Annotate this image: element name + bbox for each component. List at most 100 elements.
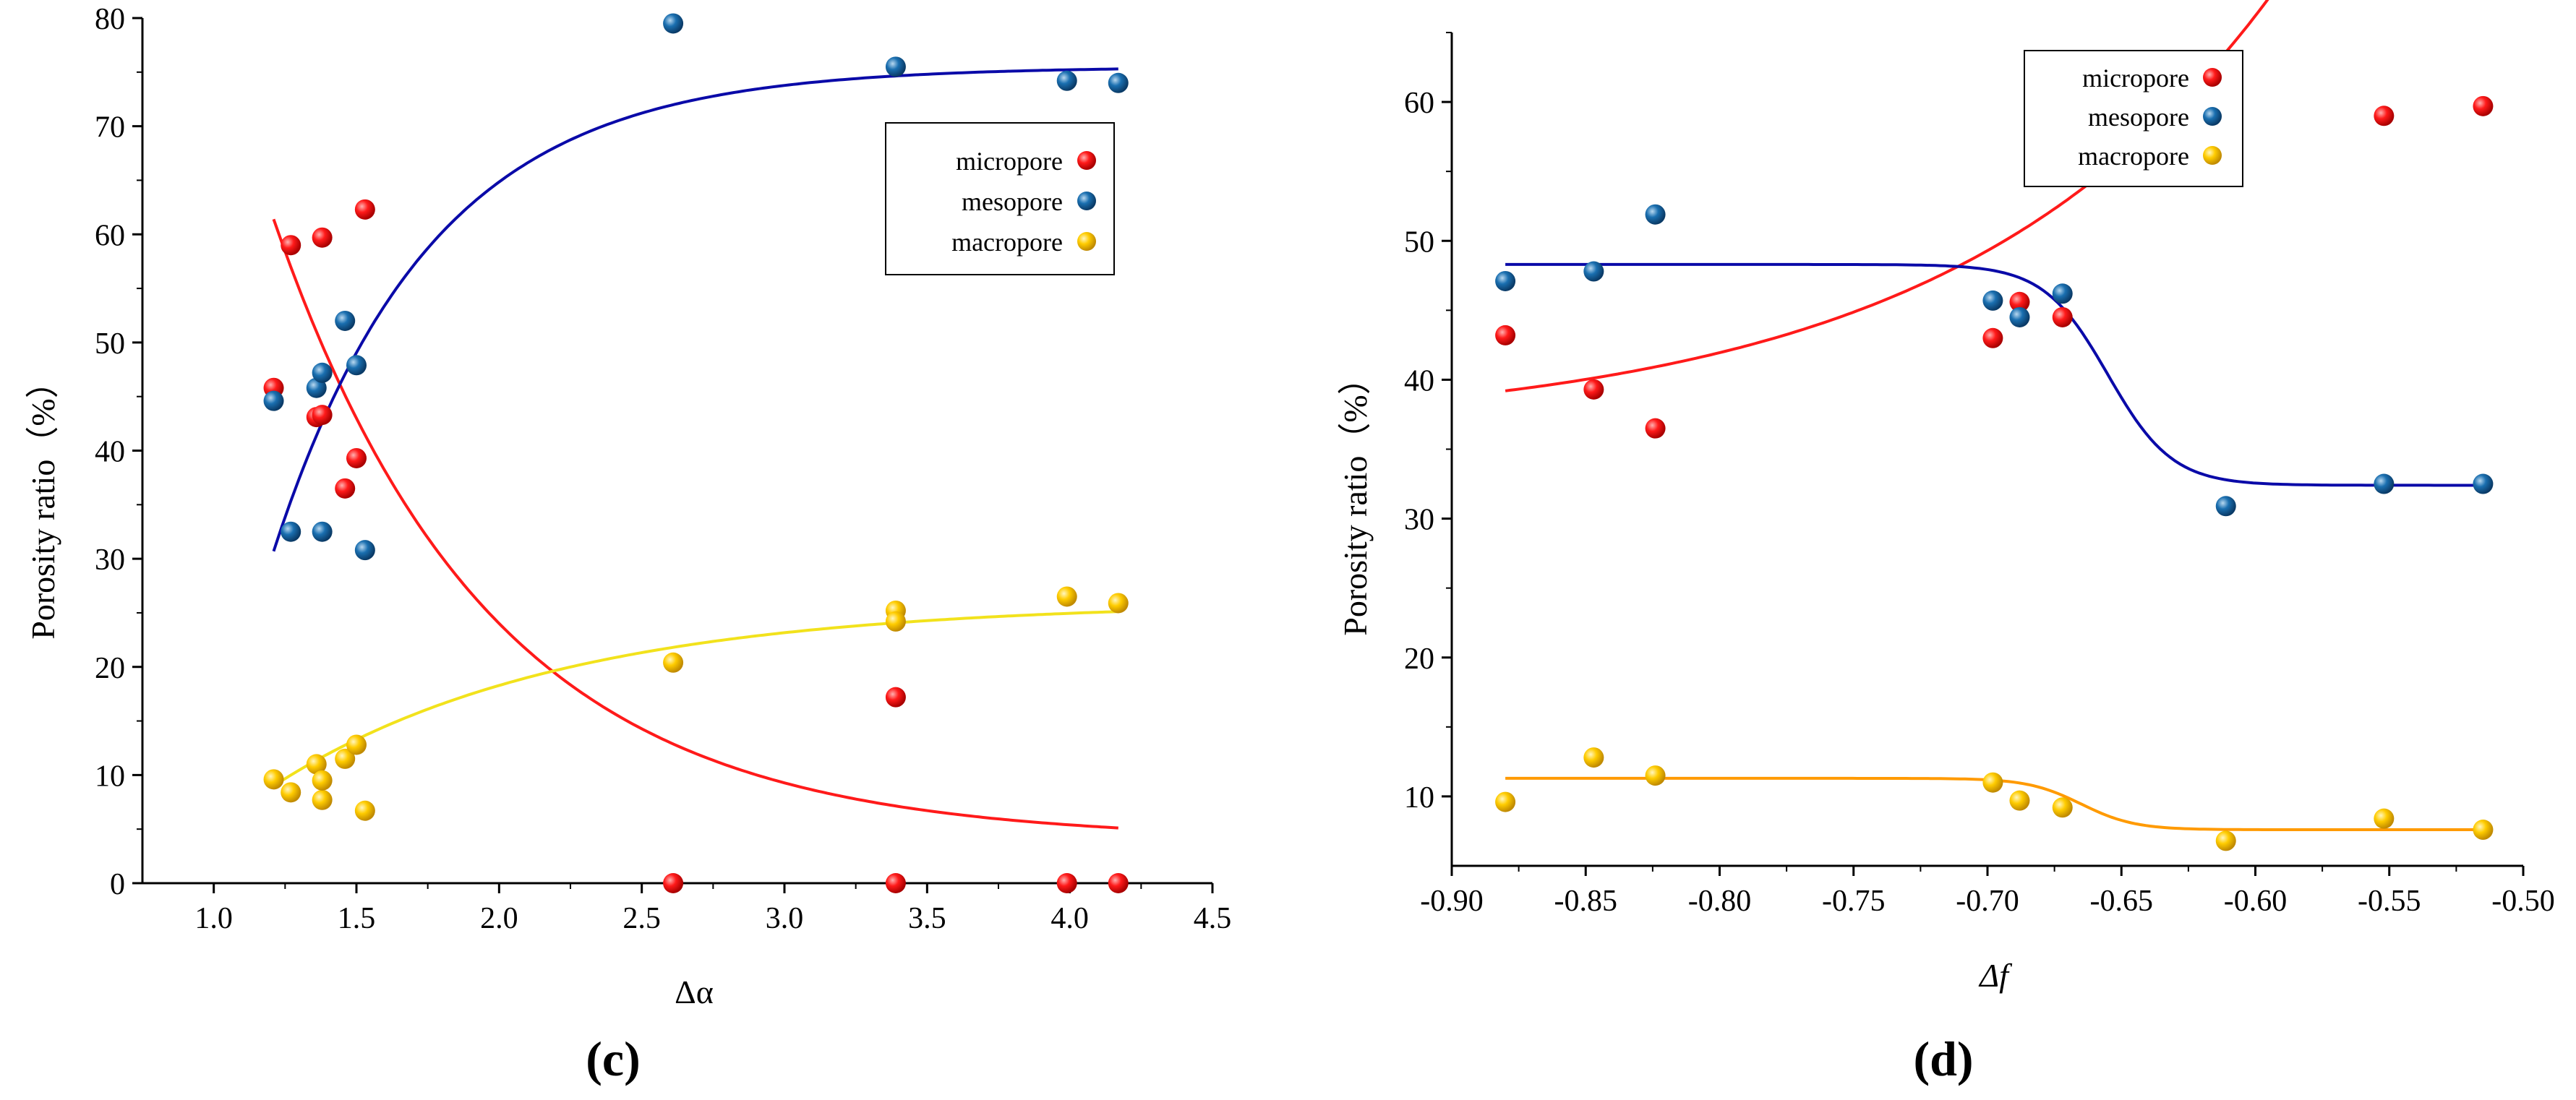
data-point-mesopore <box>1108 72 1129 93</box>
data-point-micropore <box>663 873 684 893</box>
y-tick-label: 60 <box>1404 87 1434 120</box>
data-point-mesopore <box>1645 204 1666 225</box>
legend-label-macropore: macropore <box>2078 142 2189 171</box>
data-point-macropore <box>354 800 375 821</box>
y-tick-label: 20 <box>95 652 125 685</box>
data-point-mesopore <box>1982 290 2003 311</box>
data-point-mesopore <box>1583 261 1604 282</box>
data-point-mesopore <box>663 13 684 34</box>
data-point-mesopore <box>263 390 284 411</box>
x-tick-label: 4.5 <box>1194 902 1232 935</box>
y-tick-label: 10 <box>1404 781 1434 815</box>
data-point-micropore <box>2052 306 2073 327</box>
data-point-mesopore <box>346 355 367 376</box>
data-point-macropore <box>1056 586 1077 607</box>
y-axis-label-d: Porosity ratio（%） <box>1337 361 1374 635</box>
x-tick-label: 2.0 <box>480 902 518 935</box>
data-point-macropore <box>346 734 367 755</box>
data-point-micropore <box>1495 325 1516 345</box>
x-tick-label: -0.80 <box>1688 885 1752 918</box>
legend-c: micropore mesopore macropore <box>885 122 1115 275</box>
data-point-mesopore <box>1056 70 1077 91</box>
y-tick-label: 60 <box>95 219 125 252</box>
data-point-micropore <box>1056 873 1077 893</box>
x-tick-label: 1.5 <box>338 902 376 935</box>
data-point-macropore <box>2009 790 2030 811</box>
data-point-macropore <box>1108 593 1129 614</box>
x-axis-label-d: Δf <box>1978 957 2013 994</box>
chart-panel-c: 1.0 1.5 2.0 2.5 3.0 3.5 4.0 4.5 0 10 20 30 40 50 60 70 8… <box>25 3 1231 1086</box>
x-tick-label: -0.55 <box>2358 885 2421 918</box>
data-point-mesopore <box>2009 306 2030 327</box>
panel-label-d: (d) <box>1913 1031 1973 1086</box>
y-tick-label: 20 <box>1404 643 1434 676</box>
x-tick-label: -0.50 <box>2491 885 2555 918</box>
y-tick-label: 50 <box>95 327 125 361</box>
data-point-macropore <box>2374 808 2395 829</box>
data-point-macropore <box>1583 747 1604 768</box>
chart-panel-d: -0.90 -0.85 -0.80 -0.75 -0.70 -0.65 -0.60 -0.55… <box>1337 0 2555 1086</box>
data-point-micropore <box>1982 327 2003 348</box>
data-point-micropore <box>281 235 301 256</box>
y-tick-label: 80 <box>95 3 125 36</box>
legend-label-mesopore: mesopore <box>2088 103 2189 132</box>
x-tick-label: 2.5 <box>622 902 661 935</box>
data-point-macropore <box>281 782 301 803</box>
data-point-mesopore <box>2374 473 2395 494</box>
data-point-mesopore <box>312 521 333 542</box>
y-axis-label-c: Porosity ratio（%） <box>25 365 61 639</box>
fit-curve-mesopore <box>1505 262 2483 487</box>
data-point-mesopore <box>335 310 356 331</box>
data-point-macropore <box>2215 830 2236 851</box>
data-point-mesopore <box>1495 270 1516 291</box>
data-point-macropore <box>2473 820 2494 841</box>
data-point-micropore <box>335 478 356 499</box>
data-point-mesopore <box>2052 283 2073 304</box>
fit-curves-0 <box>272 67 1118 830</box>
legend-marker-macropore <box>1077 232 1096 251</box>
data-points-1 <box>1495 95 2494 851</box>
data-point-micropore <box>354 199 375 220</box>
data-point-micropore <box>312 227 333 248</box>
data-point-micropore <box>885 687 906 708</box>
x-tick-label: -0.70 <box>1956 885 2019 918</box>
x-tick-label: -0.90 <box>1420 885 1484 918</box>
x-tick-label: 1.0 <box>194 902 233 935</box>
data-point-mesopore <box>312 362 333 383</box>
data-point-macropore <box>263 769 284 790</box>
data-points-0 <box>263 13 1129 893</box>
data-point-micropore <box>2374 106 2395 126</box>
legend-marker-micropore <box>2203 68 2222 87</box>
data-point-micropore <box>346 447 367 468</box>
data-point-mesopore <box>281 521 301 542</box>
data-point-mesopore <box>354 540 375 561</box>
y-tick-label: 40 <box>1404 364 1434 398</box>
data-point-macropore <box>306 754 327 775</box>
data-point-micropore <box>2009 291 2030 312</box>
panel-label-c: (c) <box>586 1031 640 1086</box>
data-point-micropore <box>312 405 333 426</box>
y-tick-label: 50 <box>1404 225 1434 259</box>
axes-1: -0.90 -0.85 -0.80 -0.75 -0.70 -0.65 -0.60 -0.55… <box>1404 32 2555 918</box>
y-tick-label: 70 <box>95 111 125 145</box>
y-tick-label: 40 <box>95 436 125 469</box>
data-point-macropore <box>885 611 906 632</box>
fit-curve-micropore <box>272 218 1118 830</box>
data-point-mesopore <box>885 56 906 77</box>
fit-curve-mesopore <box>272 67 1118 552</box>
x-tick-label: -0.65 <box>2090 885 2154 918</box>
y-tick-label: 10 <box>95 760 125 793</box>
legend-label-macropore: macropore <box>951 228 1063 257</box>
legend-marker-macropore <box>2203 146 2222 165</box>
data-point-macropore <box>1982 772 2003 793</box>
legend-label-micropore: micropore <box>2082 64 2189 93</box>
data-point-micropore <box>1645 418 1666 439</box>
data-point-macropore <box>312 789 333 810</box>
x-tick-label: 4.0 <box>1050 902 1089 935</box>
data-point-micropore <box>2473 95 2494 116</box>
x-tick-label: -0.60 <box>2224 885 2288 918</box>
x-tick-label: 3.5 <box>908 902 946 935</box>
legend-marker-mesopore <box>2203 107 2222 126</box>
data-point-macropore <box>335 748 356 769</box>
legend-d: micropore mesopore macropore <box>2024 50 2243 187</box>
